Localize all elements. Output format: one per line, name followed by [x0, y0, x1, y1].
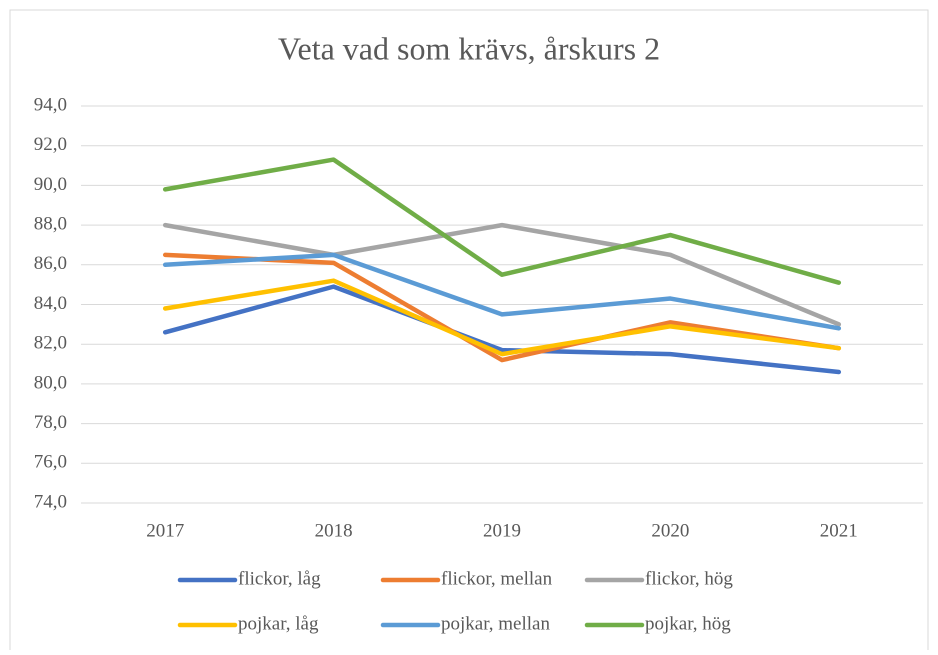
- legend-label: pojkar, hög: [645, 613, 731, 634]
- y-tick-label: 86,0: [34, 253, 67, 274]
- data-line: [162, 157, 842, 285]
- x-tick-label: 2018: [315, 520, 353, 541]
- y-tick-label: 76,0: [34, 452, 67, 473]
- chart-title: Veta vad som krävs, årskurs 2: [278, 30, 660, 66]
- y-tick-label: 78,0: [34, 412, 67, 433]
- legend-label: flickor, låg: [238, 568, 321, 589]
- data-line: [162, 222, 842, 327]
- x-tick-label: 2020: [651, 520, 689, 541]
- data-line: [162, 284, 842, 375]
- y-tick-label: 88,0: [34, 213, 67, 234]
- data-line: [162, 278, 842, 357]
- y-tick-label: 74,0: [34, 491, 67, 512]
- legend-label: flickor, hög: [645, 568, 733, 589]
- y-tick-label: 82,0: [34, 333, 67, 354]
- legend-label: pojkar, låg: [238, 613, 319, 634]
- x-tick-label: 2017: [146, 520, 184, 541]
- y-tick-label: 80,0: [34, 372, 67, 393]
- legend-label: pojkar, mellan: [441, 613, 550, 634]
- y-tick-label: 92,0: [34, 134, 67, 155]
- y-tick-label: 94,0: [34, 94, 67, 115]
- data-line: [162, 252, 842, 331]
- x-tick-label: 2019: [483, 520, 521, 541]
- x-tick-label: 2021: [820, 520, 858, 541]
- legend-label: flickor, mellan: [441, 568, 553, 589]
- y-tick-label: 90,0: [34, 174, 67, 195]
- y-tick-label: 84,0: [34, 293, 67, 314]
